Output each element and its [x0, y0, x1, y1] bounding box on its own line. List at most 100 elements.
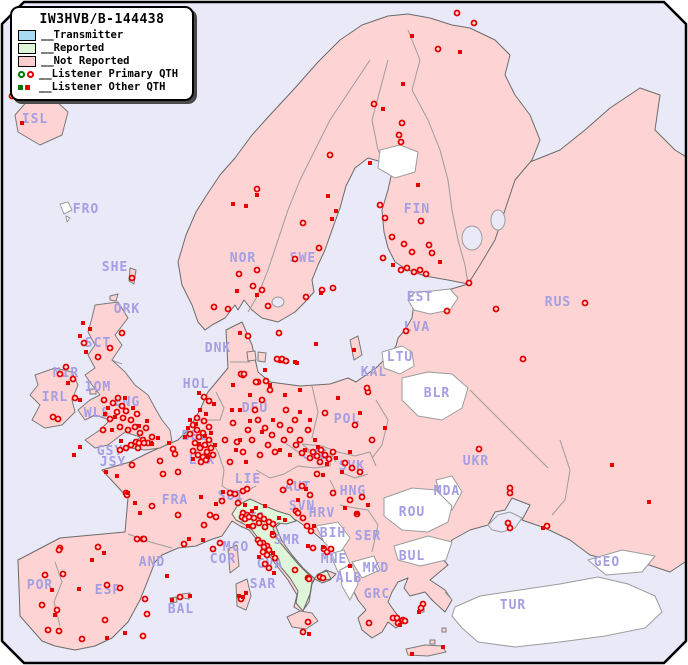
listener-other-qth-marker: [366, 503, 370, 507]
legend-color-swatch: [18, 55, 36, 67]
listener-other-qth-marker: [383, 426, 387, 430]
listener-primary-qth-marker: [209, 451, 217, 459]
listener-primary-qth-marker: [248, 436, 256, 444]
listener-other-qth-marker: [187, 537, 191, 541]
listener-other-qth-marker: [123, 396, 127, 400]
listener-primary-qth-marker: [127, 416, 135, 424]
listener-primary-qth-marker: [200, 393, 208, 401]
listener-other-qth-marker: [78, 334, 82, 338]
listener-primary-qth-marker: [279, 486, 287, 494]
listener-primary-qth-marker: [139, 632, 147, 640]
listener-other-qth-marker: [78, 445, 82, 449]
beacon-callsign-title: IW3HVB/B-144438: [39, 12, 165, 27]
legend-item-0: __Transmitter: [18, 29, 186, 41]
country-label-smr: SMR: [274, 533, 300, 548]
country-label-hrv: HRV: [309, 506, 335, 521]
listener-primary-qth-marker: [210, 303, 218, 311]
listener-other-qth-marker: [254, 506, 258, 510]
listener-other-qth-marker: [647, 500, 651, 504]
listener-other-qth-marker: [314, 342, 318, 346]
country-blr: [401, 371, 469, 421]
country-label-swe: SWE: [290, 251, 316, 266]
listener-primary-qth-marker: [388, 233, 396, 241]
listener-other-qth-marker: [156, 436, 160, 440]
listener-other-qth-marker: [197, 391, 201, 395]
listener-primary-qth-marker: [296, 436, 304, 444]
country-mkd: [351, 555, 381, 579]
border-pol-east: [371, 399, 389, 459]
country-label-bul: BUL: [399, 549, 425, 564]
listener-other-qth-marker: [355, 511, 359, 515]
listener-primary-qth-marker: [408, 248, 416, 256]
listener-other-qth-marker: [201, 538, 205, 542]
listener-primary-qth-marker: [506, 484, 514, 492]
country-label-bal: BAL: [168, 602, 194, 617]
listener-primary-qth-marker: [292, 441, 300, 449]
listener-primary-qth-marker: [122, 444, 130, 452]
listener-other-qth-marker: [20, 121, 24, 125]
listener-primary-qth-marker: [62, 363, 70, 371]
listener-primary-qth-marker: [148, 433, 156, 441]
listener-other-qth-marker: [244, 204, 248, 208]
listener-other-qth-marker: [410, 34, 414, 38]
border-fin-rus: [407, 29, 469, 285]
listener-other-qth-marker: [115, 474, 119, 478]
listener-other-qth-marker: [278, 448, 282, 452]
listener-primary-qth-marker: [282, 357, 290, 365]
listener-other-qth-marker: [246, 524, 250, 528]
listener-other-qth-marker: [77, 587, 81, 591]
listener-primary-qth-marker: [410, 268, 418, 276]
listener-other-qth-marker: [298, 410, 302, 414]
country-label-geo: GEO: [594, 555, 620, 570]
listener-primary-qth-marker: [358, 493, 366, 501]
listener-primary-qth-marker: [140, 439, 148, 447]
listener-other-qth-marker: [319, 291, 323, 295]
listener-primary-qth-marker: [143, 610, 151, 618]
listener-primary-qth-marker: [376, 201, 384, 209]
legend-item-label: __Listener Primary QTH: [39, 68, 179, 80]
listener-primary-qth-marker: [156, 457, 164, 465]
listener-primary-qth-marker: [329, 448, 337, 456]
listener-other-qth-marker: [234, 448, 238, 452]
listener-primary-qth-marker: [174, 511, 182, 519]
listener-other-qth-marker: [165, 574, 169, 578]
listener-primary-qth-marker: [244, 332, 252, 340]
listener-primary-qth-marker: [275, 329, 283, 337]
listener-primary-qth-marker: [305, 575, 313, 583]
listener-primary-qth-marker: [326, 151, 334, 159]
country-geo: [587, 549, 656, 576]
country-label-ork: ORK: [114, 302, 140, 317]
listener-primary-qth-marker: [239, 448, 247, 456]
country-label-sar: SAR: [250, 577, 276, 592]
listener-primary-qth-marker: [251, 406, 259, 414]
listener-primary-qth-marker: [303, 522, 311, 530]
listener-primary-qth-marker: [118, 329, 126, 337]
country-label-grc: GRC: [364, 587, 390, 602]
listener-primary-qth-marker: [368, 436, 376, 444]
listener-primary-qth-marker: [224, 305, 232, 313]
listener-primary-qth-marker: [41, 571, 49, 579]
listener-primary-qth-marker: [216, 539, 224, 547]
listener-primary-qth-marker: [116, 584, 124, 592]
listener-other-qth-marker: [188, 418, 192, 422]
listener-primary-qth-marker: [69, 375, 77, 383]
listener-other-qth-marker: [133, 501, 137, 505]
primary-qth-marker-icons: [18, 70, 34, 78]
listener-other-qth-marker: [348, 564, 352, 568]
country-label-isl: ISL: [22, 112, 48, 127]
border-nor-swe: [247, 59, 371, 313]
listener-other-qth-marker: [104, 470, 108, 474]
listener-primary-qth-marker: [189, 447, 197, 455]
listener-other-qth-marker: [303, 448, 307, 452]
listener-other-qth-marker: [321, 473, 325, 477]
listener-primary-qth-marker: [78, 635, 86, 643]
legend-item-label: __Not Reported: [41, 55, 130, 67]
listener-other-qth-marker: [277, 516, 281, 520]
lake-ladoga: [461, 225, 483, 251]
country-ltu: [381, 345, 415, 375]
listener-primary-qth-marker: [141, 595, 149, 603]
listener-primary-qth-marker: [329, 489, 337, 497]
listener-primary-qth-marker: [304, 426, 312, 434]
listener-other-qth-marker: [238, 408, 242, 412]
listener-primary-qth-marker: [261, 523, 269, 531]
